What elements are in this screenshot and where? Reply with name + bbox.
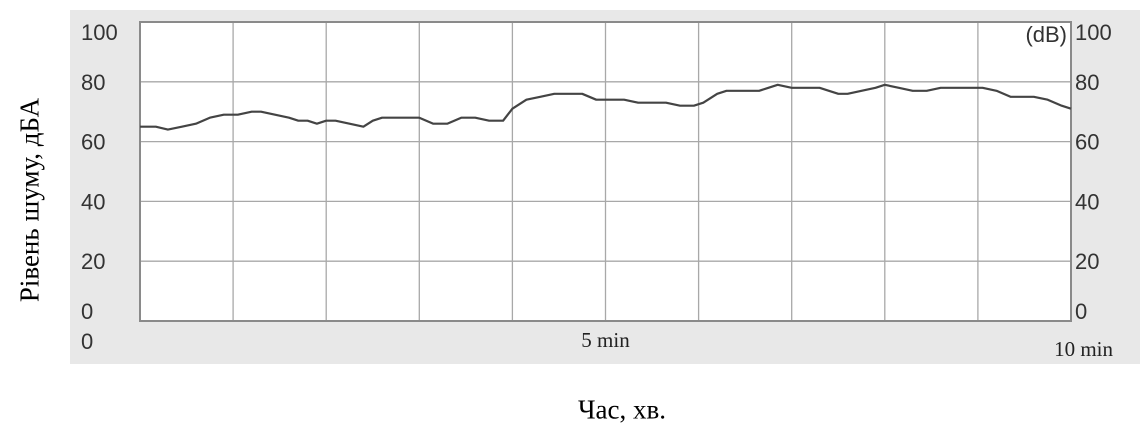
y-tick-label-left: 40 xyxy=(81,189,105,214)
unit-label: (dB) xyxy=(1025,22,1067,47)
y-tick-label-right: 100 xyxy=(1075,20,1112,45)
y-axis-label: Рівень шуму, дБА xyxy=(14,97,45,303)
y-tick-label-right: 60 xyxy=(1075,130,1099,155)
x-axis-label: Час, хв. xyxy=(577,394,667,425)
plot-border xyxy=(139,21,1072,322)
x-tick-label: 0 xyxy=(81,329,93,354)
y-tick-label-right: 20 xyxy=(1075,249,1099,274)
x-tick-label: 10 min xyxy=(1054,337,1113,361)
y-tick-label-left: 80 xyxy=(81,70,105,95)
chart-panel: 100 100 80 80 60 60 40 40 20 20 0 0 (dB) 0 5 min 10 min xyxy=(70,10,1140,364)
y-tick-label-right: 40 xyxy=(1075,189,1099,214)
line-chart: 100 100 80 80 60 60 40 40 20 20 0 0 (dB) 0 5 min 10 min xyxy=(81,20,1113,361)
y-tick-label-left: 20 xyxy=(81,249,105,274)
y-tick-label-left: 100 xyxy=(81,20,118,45)
y-tick-label-left: 0 xyxy=(81,299,93,324)
noise-level-line xyxy=(140,83,1072,131)
y-tick-label-right: 80 xyxy=(1075,70,1099,95)
y-tick-label-left: 60 xyxy=(81,130,105,155)
y-tick-label-right: 0 xyxy=(1075,299,1087,324)
x-tick-label: 5 min xyxy=(581,328,630,352)
